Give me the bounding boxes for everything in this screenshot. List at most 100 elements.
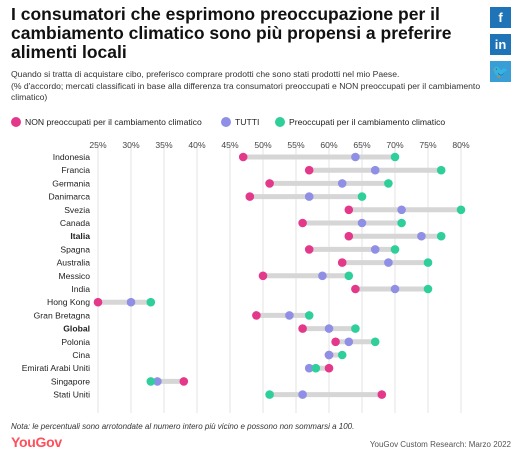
data-point <box>337 258 347 267</box>
chart-title: I consumatori che esprimono preoccupazio… <box>11 4 452 62</box>
data-point <box>344 231 354 241</box>
linkedin-icon[interactable]: in <box>490 34 511 55</box>
x-tick-label: 65% <box>353 140 371 150</box>
data-point <box>304 165 314 175</box>
data-point <box>298 218 307 228</box>
source-note: YouGov Custom Research: Marzo 2022 <box>369 440 511 449</box>
share-bar: f in 🐦 <box>490 7 511 88</box>
row-label: Gran Bretagna <box>34 310 91 320</box>
legend-dot <box>11 116 21 127</box>
data-point <box>337 179 347 188</box>
data-point <box>351 324 360 333</box>
data-point <box>146 377 156 386</box>
row-label: Spagna <box>60 244 90 254</box>
data-point <box>337 350 347 360</box>
legend-dot <box>275 116 285 127</box>
data-point <box>357 192 367 201</box>
legend-item-tutti: TUTTI <box>221 116 259 129</box>
data-point <box>357 218 367 228</box>
data-point <box>417 231 426 241</box>
data-point <box>390 245 400 254</box>
row-label: Germania <box>52 178 90 188</box>
data-point <box>252 311 261 320</box>
data-point <box>324 363 334 373</box>
data-point <box>153 377 162 386</box>
row-label: Singapore <box>51 376 90 386</box>
subtitle-line-2: (% d'accordo; mercati classificati in ba… <box>11 80 481 103</box>
x-tick-label: 40% <box>188 140 206 150</box>
facebook-icon[interactable]: f <box>490 7 511 28</box>
x-tick-label: 30% <box>122 140 140 150</box>
legend-item-non-preoccupati: NON preoccupati per il cambiamento clima… <box>11 116 202 129</box>
data-point <box>390 152 400 162</box>
x-tick-label: 50% <box>254 140 272 150</box>
row-label: Emirati Arabi Uniti <box>22 363 90 373</box>
legend-item-preoccupati: Preoccupati per il cambiamento climatico <box>275 116 445 129</box>
x-tick-label: 70% <box>386 140 404 150</box>
twitter-icon[interactable]: 🐦 <box>490 61 511 82</box>
data-point <box>456 205 466 215</box>
row-label: Messico <box>58 271 90 281</box>
yougov-logo: YouGov <box>11 434 62 450</box>
data-point <box>351 284 360 294</box>
subtitle-line-1: Quando si tratta di acquistare cibo, pre… <box>11 69 400 79</box>
row-label: Stati Uniti <box>53 390 90 400</box>
data-point <box>370 245 380 254</box>
data-point <box>298 324 307 333</box>
data-point <box>370 337 380 347</box>
x-tick-label: 45% <box>221 140 239 150</box>
data-point <box>331 337 340 347</box>
data-point <box>258 271 268 281</box>
data-point <box>318 271 327 281</box>
data-point <box>324 350 334 360</box>
x-tick-label: 55% <box>287 140 305 150</box>
legend-label: NON preoccupati per il cambiamento clima… <box>25 117 202 127</box>
row-label: Canada <box>60 218 90 228</box>
legend-label: TUTTI <box>235 117 260 127</box>
data-point <box>423 258 433 267</box>
x-tick-label: 35% <box>155 140 173 150</box>
data-point <box>423 284 433 294</box>
data-point <box>384 258 393 267</box>
x-tick-label: 75% <box>419 140 437 150</box>
data-point <box>384 179 393 188</box>
data-point <box>126 297 136 307</box>
x-tick-label: 80% <box>452 140 470 150</box>
data-point <box>324 324 334 333</box>
data-point <box>390 284 400 294</box>
data-point <box>298 390 307 399</box>
data-point <box>344 205 354 215</box>
data-point <box>397 205 406 215</box>
row-label: Italia <box>70 231 90 241</box>
data-point <box>344 337 354 347</box>
data-point <box>377 390 387 399</box>
legend-dot <box>221 116 231 127</box>
row-label: Australia <box>57 258 91 268</box>
data-point <box>436 165 446 175</box>
row-label: Svezia <box>64 205 90 215</box>
legend-label: Preoccupati per il cambiamento climatico <box>289 117 446 127</box>
data-point <box>265 390 274 399</box>
data-point <box>146 297 156 307</box>
row-label: Polonia <box>61 337 90 347</box>
data-point <box>245 192 255 201</box>
row-label: Hong Kong <box>47 297 90 307</box>
data-point <box>311 363 321 373</box>
x-tick-label: 60% <box>320 140 338 150</box>
row-label: Francia <box>61 165 90 175</box>
data-point <box>93 297 103 307</box>
row-label: Danimarca <box>48 192 90 202</box>
data-point <box>304 363 314 373</box>
data-point <box>351 152 360 162</box>
footnote: Nota: le percentuali sono arrotondate al… <box>11 422 355 431</box>
data-point <box>304 192 314 201</box>
data-point <box>344 271 354 281</box>
chart-subtitle: Quando si tratta di acquistare cibo, pre… <box>11 69 481 104</box>
data-point <box>238 152 248 162</box>
row-label: Indonesia <box>53 152 90 162</box>
data-point <box>265 179 274 188</box>
row-label: Cina <box>72 350 90 360</box>
data-point <box>436 231 446 241</box>
